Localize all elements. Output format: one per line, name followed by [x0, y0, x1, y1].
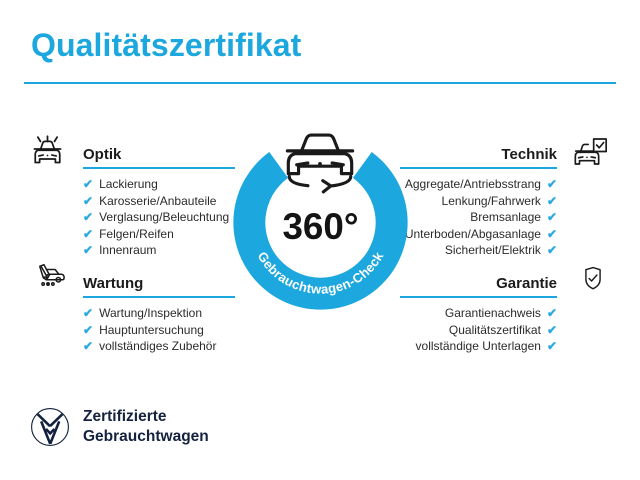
svg-text:360°: 360°	[282, 205, 358, 246]
